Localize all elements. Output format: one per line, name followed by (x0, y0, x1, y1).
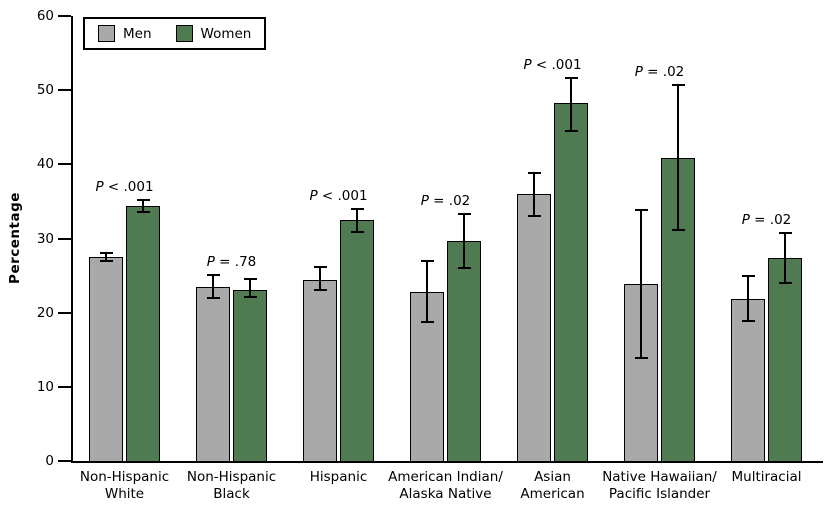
legend-item-men: Men (98, 25, 152, 42)
x-category-label: American Indian/Alaska Native (388, 469, 503, 502)
men-error-bar-cap-bottom (634, 356, 648, 359)
men-error-bar-line (747, 276, 749, 321)
women-bar (768, 257, 802, 462)
women-bar (447, 241, 481, 462)
y-tick-label: 30 (36, 230, 54, 247)
women-error-bar-cap-bottom (457, 267, 471, 270)
men-error-bar-line (533, 173, 535, 216)
legend-label-women: Women (200, 25, 252, 42)
women-error-bar-cap-top (136, 198, 150, 201)
men-error-bar-cap-top (99, 251, 113, 254)
y-tick-mark (58, 460, 71, 462)
y-tick-mark (58, 385, 71, 388)
women-error-bar-line (677, 84, 679, 231)
men-bar (89, 257, 123, 462)
men-error-bar-line (426, 260, 428, 322)
x-category-label: Native Hawaiian/Pacific Islander (602, 469, 717, 502)
women-error-bar-line (356, 208, 358, 232)
women-error-bar-line (249, 279, 251, 298)
men-error-bar-cap-top (634, 209, 648, 212)
legend-label-men: Men (123, 25, 152, 42)
men-series-swatch-icon (98, 25, 115, 42)
men-error-bar-line (212, 274, 214, 298)
p-value-label: P = .02 (741, 211, 792, 228)
men-error-bar-cap-bottom (206, 296, 220, 299)
men-error-bar-line (640, 210, 642, 358)
men-error-bar-cap-bottom (420, 320, 434, 323)
men-error-bar-cap-top (527, 172, 541, 175)
men-error-bar-cap-top (420, 259, 434, 262)
women-bar (126, 205, 160, 462)
y-tick-mark (58, 15, 71, 17)
women-error-bar-line (784, 232, 786, 283)
x-category-label: Hispanic (309, 469, 368, 485)
men-error-bar-cap-bottom (527, 214, 541, 217)
women-error-bar-cap-top (671, 83, 685, 86)
y-tick-label: 0 (45, 453, 54, 469)
p-value-label: P < .001 (95, 178, 154, 195)
men-error-bar-cap-top (206, 273, 220, 276)
legend: Men Women (83, 17, 267, 50)
y-tick-label: 40 (36, 156, 54, 173)
women-error-bar-line (570, 77, 572, 131)
men-error-bar-cap-bottom (99, 259, 113, 262)
legend-item-women: Women (175, 25, 252, 42)
p-value-label: P < .001 (309, 187, 368, 204)
y-tick-mark (58, 163, 71, 166)
women-error-bar-cap-bottom (671, 229, 685, 232)
x-category-label: Multiracial (731, 469, 802, 485)
men-error-bar-cap-bottom (313, 289, 327, 292)
women-error-bar-cap-bottom (564, 129, 578, 132)
men-error-bar-cap-top (313, 266, 327, 269)
y-tick-mark (58, 311, 71, 314)
x-category-label: Asian American (520, 469, 585, 502)
women-error-bar-cap-top (350, 207, 364, 210)
women-error-bar-cap-top (564, 76, 578, 79)
y-tick-label: 20 (36, 304, 54, 321)
men-bar (303, 280, 337, 462)
x-category-label: Non-Hispanic Black (186, 469, 277, 502)
y-tick-label: 50 (36, 82, 54, 99)
y-tick-mark (58, 89, 71, 92)
x-axis-line (71, 461, 823, 463)
women-bar (340, 219, 374, 462)
men-error-bar-line (105, 252, 107, 261)
x-category-label: Non-Hispanic White (79, 469, 170, 502)
men-bar (517, 194, 551, 462)
women-error-bar-cap-top (457, 213, 471, 216)
women-error-bar-cap-top (243, 278, 257, 281)
p-value-label: P = .02 (420, 193, 471, 210)
men-error-bar-cap-top (741, 275, 755, 278)
y-tick-label: 10 (36, 378, 54, 395)
women-series-swatch-icon (175, 25, 193, 42)
p-value-label: P = .02 (634, 63, 685, 80)
women-error-bar-cap-bottom (350, 230, 364, 233)
women-error-bar-cap-bottom (778, 282, 792, 284)
women-bar (233, 290, 267, 462)
men-error-bar-line (319, 267, 321, 291)
women-error-bar-cap-bottom (136, 210, 150, 213)
y-tick-mark (58, 237, 71, 240)
y-axis-line (71, 16, 73, 463)
women-error-bar-cap-bottom (243, 296, 257, 299)
women-error-bar-line (142, 199, 144, 212)
p-value-label: P < .001 (523, 56, 582, 73)
women-bar (554, 102, 588, 462)
women-error-bar-cap-top (778, 231, 792, 234)
women-error-bar-line (463, 214, 465, 269)
men-error-bar-cap-bottom (741, 319, 755, 322)
y-tick-label: 60 (36, 8, 54, 24)
p-value-label: P = .78 (206, 253, 257, 270)
men-bar (196, 286, 230, 462)
men-bar (731, 298, 765, 462)
